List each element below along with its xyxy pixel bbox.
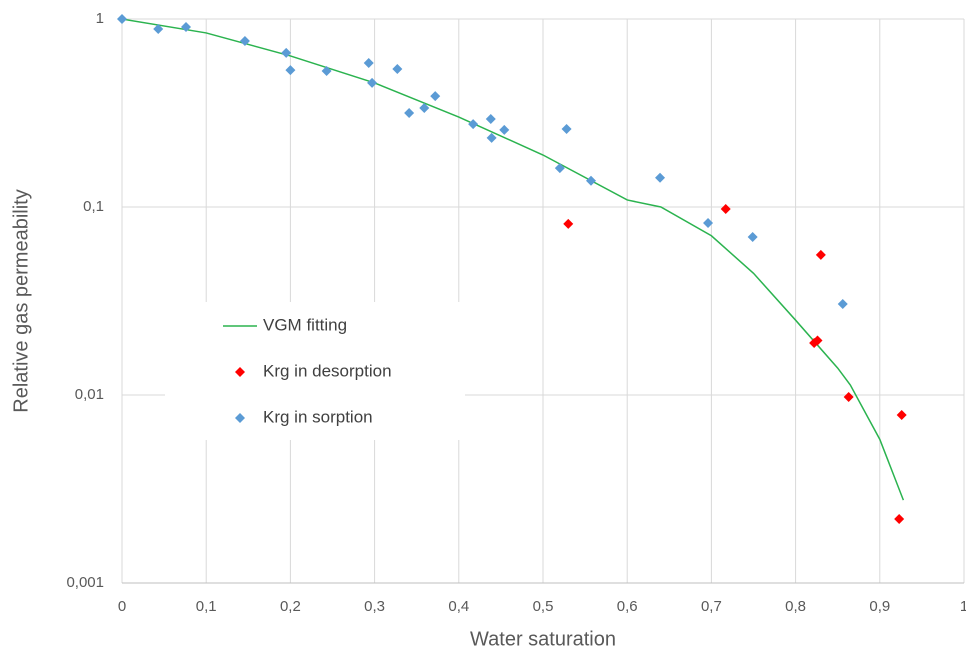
point [419, 103, 430, 114]
point [486, 132, 497, 143]
point [363, 58, 374, 69]
point [563, 218, 574, 229]
point [747, 232, 758, 243]
point [180, 22, 191, 33]
point [117, 14, 127, 24]
y-tick-label: 1 [96, 10, 104, 27]
x-tick-label: 0,7 [701, 598, 722, 615]
point [655, 172, 666, 183]
point [843, 391, 854, 402]
point [239, 35, 250, 46]
x-tick-label: 1 [960, 598, 966, 615]
point [404, 108, 415, 119]
legend-label: Krg in desorption [263, 361, 392, 380]
x-tick-label: 0 [118, 598, 126, 615]
legend-marker [235, 367, 245, 377]
point [468, 119, 479, 130]
x-tick-label: 0,5 [533, 598, 554, 615]
point [485, 113, 496, 124]
point [499, 124, 510, 135]
point [894, 513, 905, 524]
point [561, 123, 572, 134]
point [703, 218, 714, 229]
fit-line [121, 18, 905, 501]
point [321, 65, 332, 76]
point [285, 65, 296, 76]
point [837, 298, 848, 309]
y-tick-label: 0,001 [66, 574, 104, 591]
point [367, 77, 378, 88]
point [720, 203, 731, 214]
x-tick-label: 0,6 [617, 598, 638, 615]
point [392, 64, 403, 75]
x-tick-label: 0,9 [869, 598, 890, 615]
x-tick-label: 0,4 [448, 598, 469, 615]
point [812, 335, 823, 346]
x-tick-label: 0,1 [196, 598, 217, 615]
point [896, 409, 907, 420]
x-tick-label: 0,3 [364, 598, 385, 615]
legend-box [165, 302, 465, 440]
point [281, 47, 292, 58]
point [585, 175, 596, 186]
point [815, 249, 826, 260]
legend-label: Krg in sorption [263, 407, 373, 426]
y-tick-label: 0,01 [75, 386, 104, 403]
x-axis-title: Water saturation [470, 628, 616, 650]
point [153, 23, 164, 34]
point [554, 163, 565, 174]
y-axis-title: Relative gas permeability [10, 189, 32, 412]
y-tick-label: 0,1 [83, 198, 104, 215]
legend-marker [235, 413, 245, 423]
x-tick-label: 0,2 [280, 598, 301, 615]
legend-label: VGM fitting [263, 315, 347, 334]
x-tick-label: 0,8 [785, 598, 806, 615]
point [430, 91, 441, 102]
